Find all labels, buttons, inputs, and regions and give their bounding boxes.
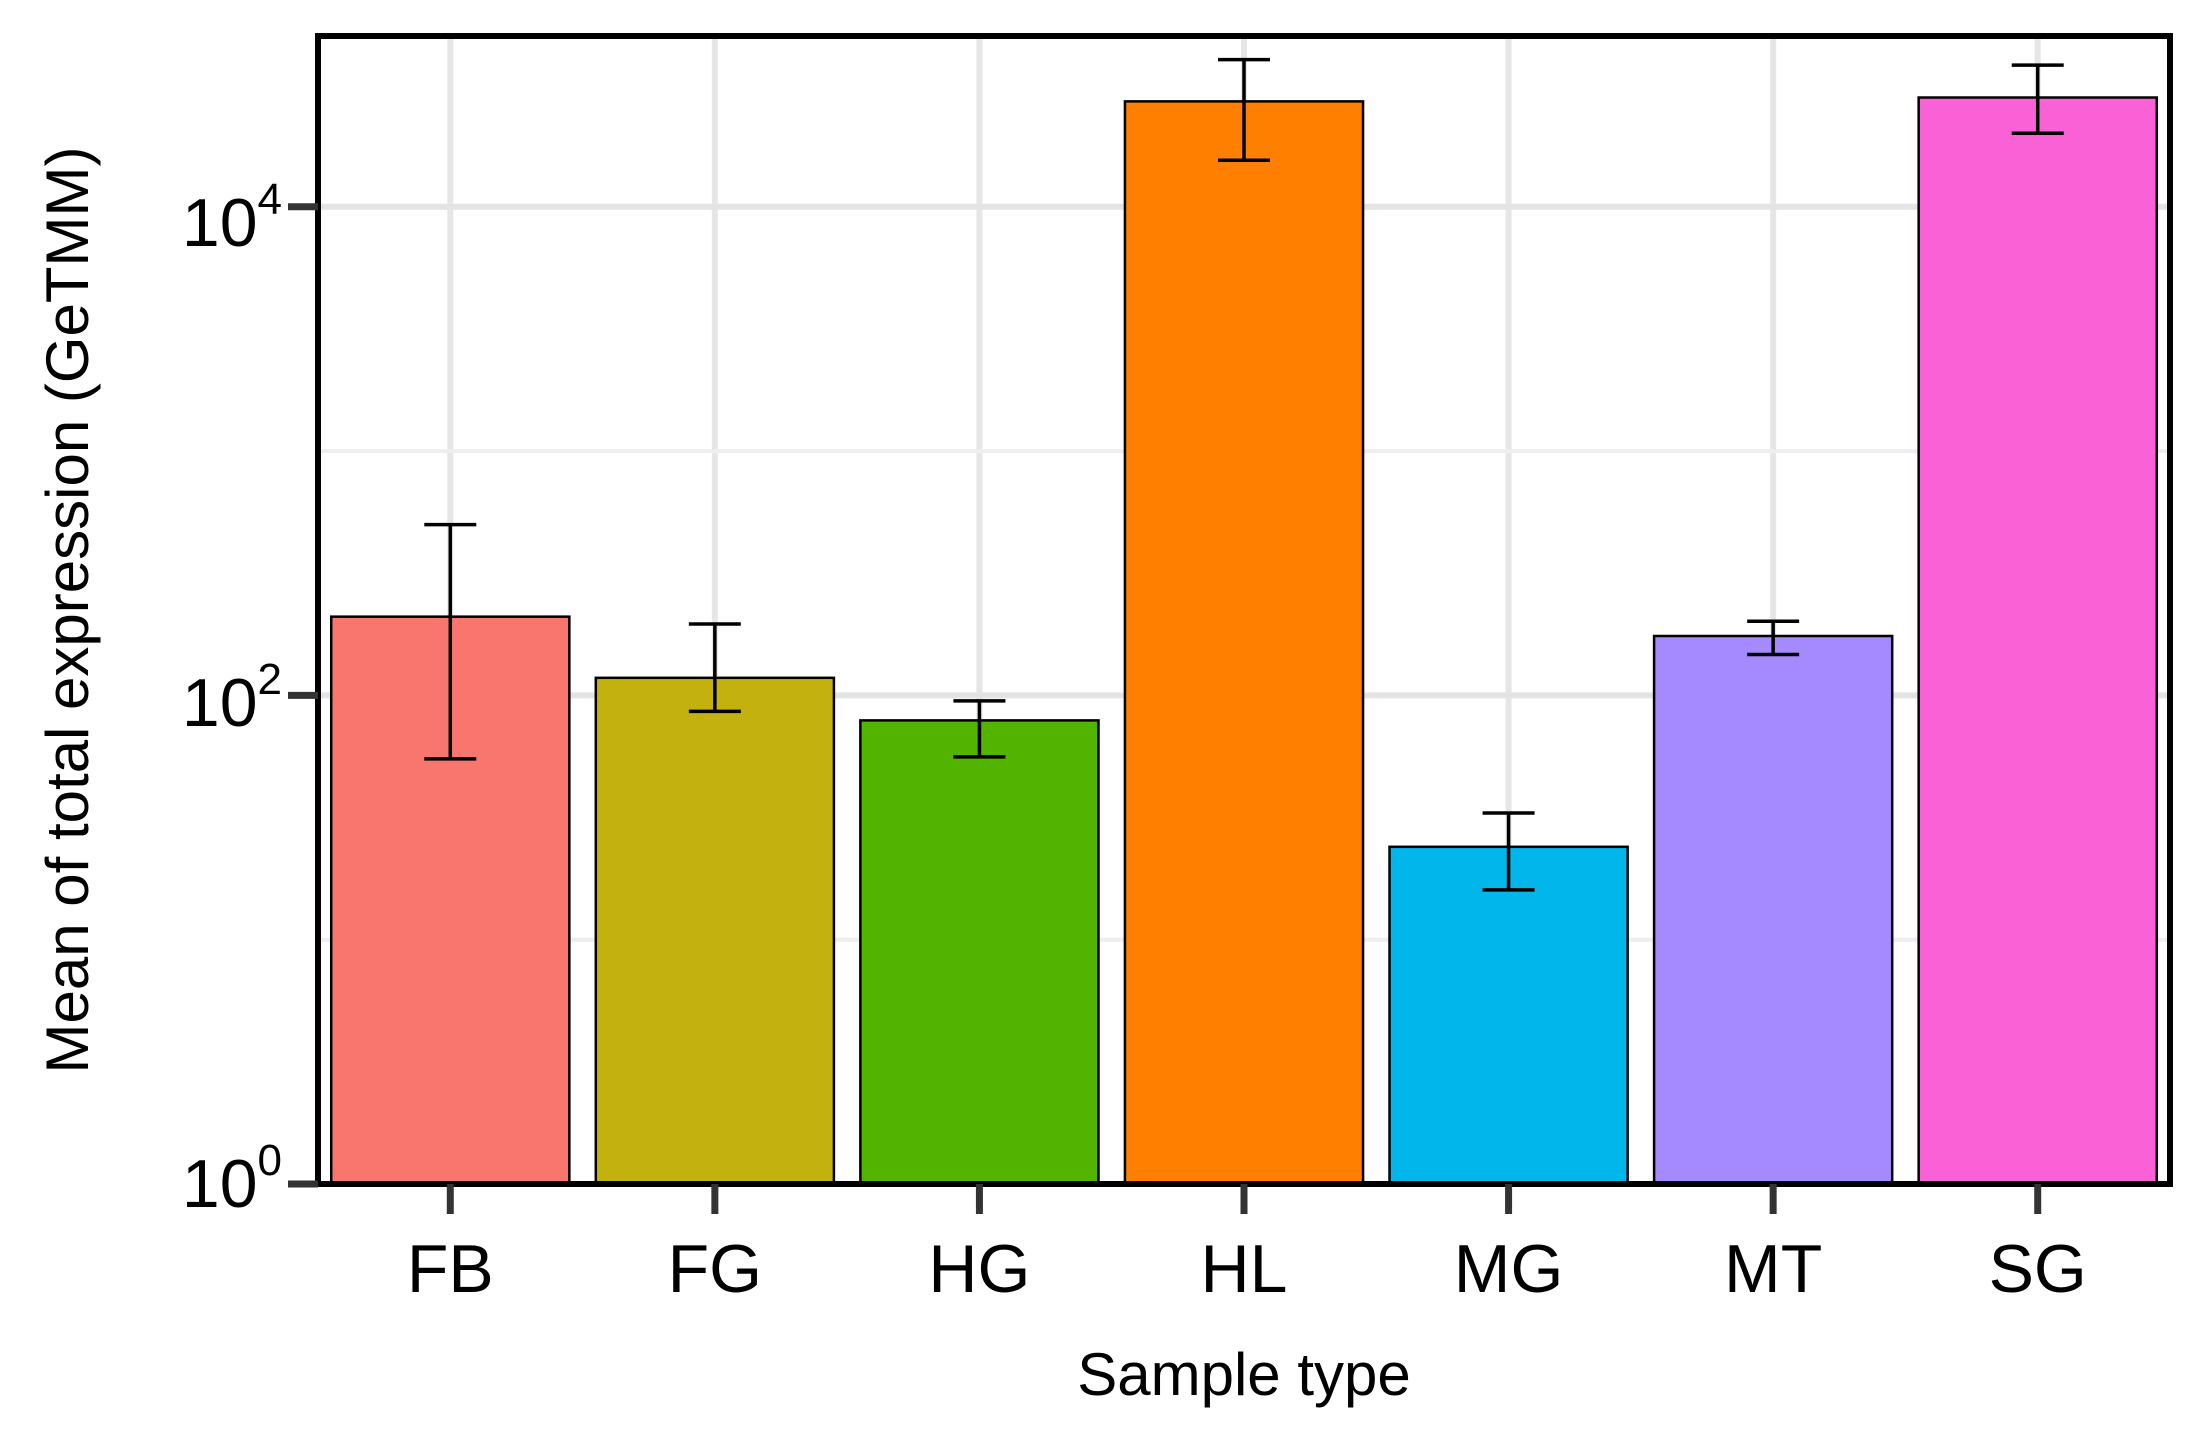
x-tick-label-mg: MG xyxy=(1454,1231,1564,1307)
x-tick-label-sg: SG xyxy=(1989,1231,2087,1307)
bar-fg xyxy=(594,676,836,1186)
x-tick-label-fg: FG xyxy=(668,1231,762,1307)
x-tick-label-hg: HG xyxy=(928,1231,1030,1307)
bar-hl xyxy=(1123,100,1365,1186)
x-axis-title: Sample type xyxy=(1077,1341,1411,1408)
axis-ticks xyxy=(288,203,2042,1214)
svg-text:100: 100 xyxy=(182,1136,282,1222)
x-tick-labels: FB FG HG HL MG MT SG xyxy=(407,1231,2087,1307)
error-bars xyxy=(424,57,2064,892)
x-tick-label-fb: FB xyxy=(407,1231,494,1307)
svg-text:104: 104 xyxy=(182,175,282,261)
y-tick-label-1: 100 xyxy=(182,1136,282,1222)
x-tick-label-hl: HL xyxy=(1201,1231,1288,1307)
x-tick-label-mt: MT xyxy=(1724,1231,1822,1307)
bars xyxy=(329,96,2159,1186)
y-axis-title: Mean of total expression (GeTMM) xyxy=(34,147,101,1074)
y-tick-label-10000: 104 xyxy=(182,175,282,261)
svg-text:102: 102 xyxy=(182,655,282,741)
y-tick-label-100: 102 xyxy=(182,655,282,741)
bar-sg xyxy=(1917,96,2159,1186)
bar-mg xyxy=(1388,845,1629,1186)
bar-mt xyxy=(1652,634,1894,1186)
bar-hg xyxy=(859,719,1100,1186)
